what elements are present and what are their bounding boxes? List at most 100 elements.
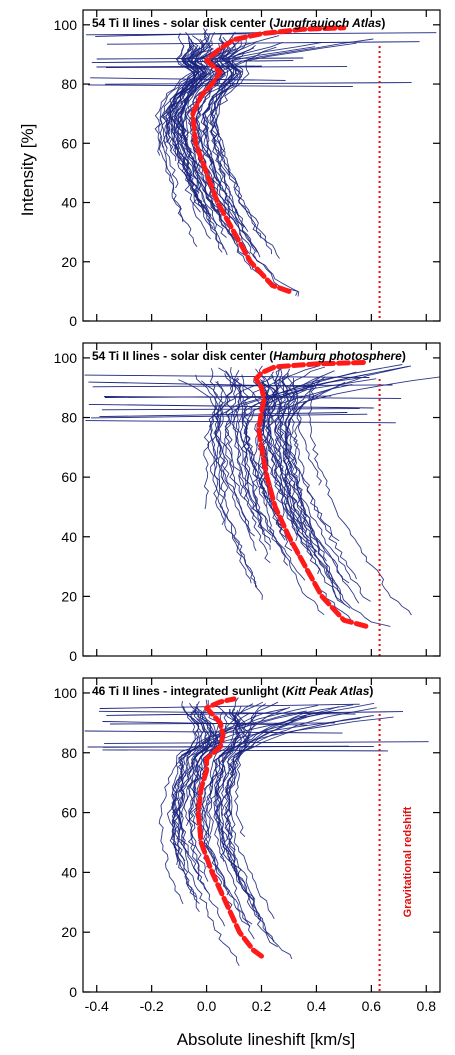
bisector-line	[215, 381, 272, 543]
bisector-line	[158, 710, 307, 905]
panel-title-main: 54 Ti II lines - solar disk center (	[92, 16, 273, 30]
bisector-line	[234, 715, 374, 838]
bisector-line	[180, 701, 214, 855]
bisector-line	[206, 33, 233, 176]
bisector-line	[245, 373, 367, 532]
y-tick-label: 80	[61, 76, 77, 92]
panel-title-close: )	[402, 349, 406, 363]
bisector-line	[183, 717, 361, 826]
bisector-line	[162, 45, 195, 149]
bisector-line	[308, 382, 412, 616]
x-tick-label: 0.4	[307, 998, 327, 1014]
y-tick-label: 0	[69, 313, 77, 329]
bisector-line	[88, 403, 374, 409]
x-tick-label: 0.8	[417, 998, 437, 1014]
bisector-line	[221, 367, 237, 497]
y-tick-label: 40	[61, 864, 77, 880]
bisector-line	[293, 377, 342, 602]
bisector-line	[271, 374, 312, 528]
bisector-line	[287, 377, 327, 562]
bisector-line	[105, 66, 348, 68]
y-tick-label: 100	[54, 350, 78, 366]
bisector-line	[173, 45, 214, 229]
bisector-line	[99, 703, 360, 709]
bisector-line	[177, 47, 223, 253]
bisector-line	[96, 57, 304, 60]
bisector-line	[224, 715, 257, 851]
bisector-line	[104, 741, 429, 744]
bisector-line	[282, 381, 321, 557]
bisector-line	[253, 377, 350, 584]
bisector-line	[158, 41, 323, 248]
bisector-line	[92, 384, 393, 388]
bisector-line	[209, 40, 249, 232]
bisector-line	[212, 377, 252, 584]
plot-area	[84, 359, 440, 656]
x-tick-label: 0.2	[252, 998, 272, 1014]
panel-title: 54 Ti II lines - solar disk center (Jung…	[92, 16, 385, 30]
y-tick-label: 100	[54, 685, 78, 701]
bisector-line	[264, 383, 340, 542]
y-axis-title: Intensity [%]	[18, 124, 37, 217]
bisector-line	[193, 714, 212, 828]
x-tick-label: -0.2	[140, 998, 164, 1014]
bisector-line	[171, 704, 354, 840]
panel-title: 46 Ti II lines - integrated sunlight (Ki…	[92, 684, 373, 698]
bisector-line	[105, 82, 412, 85]
y-tick-label: 100	[54, 17, 78, 33]
panel-title-source: Jungfraujoch Atlas	[273, 16, 382, 30]
bisector-line	[101, 408, 360, 411]
mean-bisector	[253, 359, 369, 629]
panel-title-main: 54 Ti II lines - solar disk center (	[92, 349, 273, 363]
bisector-line	[85, 420, 396, 424]
bisector-line	[84, 374, 370, 378]
bisector-line	[198, 710, 241, 868]
bisector-line	[204, 40, 251, 255]
y-tick-label: 20	[61, 924, 77, 940]
mean-bisector	[190, 25, 347, 294]
bisector-line	[223, 715, 307, 869]
panels: 0 20 40 60 80 100 54 Ti II lines - solar disk …	[54, 9, 441, 1014]
bisector-line	[87, 745, 374, 748]
x-axis-title: Absolute lineshift [km/s]	[177, 1030, 356, 1049]
bisector-line	[216, 378, 246, 500]
panel-title-close: )	[381, 16, 385, 30]
panel-title-main: 46 Ti II lines - integrated sunlight (	[92, 684, 286, 698]
bisector-line	[215, 376, 275, 552]
bisector-line	[96, 65, 262, 68]
panel-2: 0 20 40 60 80 100 54 Ti II lines - solar disk …	[54, 342, 441, 664]
bisector-line	[226, 706, 340, 900]
bisector-line	[161, 36, 198, 148]
y-tick-label: 0	[69, 984, 77, 1000]
bisector-line	[200, 46, 241, 221]
y-tick-label: 20	[61, 588, 77, 604]
bisector-line	[213, 709, 240, 862]
bisector-line	[90, 413, 368, 419]
y-tick-label: 60	[61, 805, 77, 821]
bisector-line	[102, 721, 308, 726]
bisector-line	[194, 706, 251, 927]
bisector-line	[106, 711, 404, 716]
bisector-line	[220, 713, 304, 948]
y-tick-label: 60	[61, 469, 77, 485]
y-tick-label: 60	[61, 135, 77, 151]
plot-frame	[82, 677, 441, 993]
panel-title-close: )	[369, 684, 373, 698]
bisector-bundle	[84, 697, 429, 967]
panel-3: 0 20 40 60 80 100 -0.4 -0.2 0.0 0.2 0.4 0.6 0.8 46 Ti…	[54, 677, 441, 1014]
bisector-line	[215, 46, 277, 239]
bisector-line	[209, 51, 245, 217]
bisector-line	[255, 368, 371, 602]
bisector-line	[102, 749, 389, 752]
bisector-line	[91, 60, 294, 64]
bisector-line	[277, 370, 360, 604]
bisector-line	[214, 719, 254, 909]
bisector-line	[214, 708, 253, 925]
bisector-line	[171, 708, 287, 898]
bisector-line	[231, 365, 321, 536]
y-tick-label: 0	[69, 648, 77, 664]
bisector-line	[95, 31, 279, 37]
plot-area	[86, 25, 437, 321]
panel-title-source: Hamburg photosphere	[273, 349, 402, 363]
